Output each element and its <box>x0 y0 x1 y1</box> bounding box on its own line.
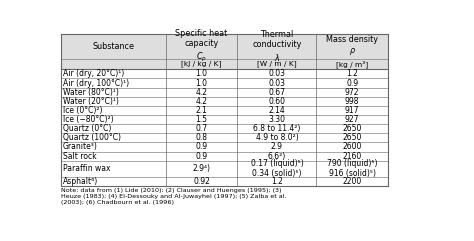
Text: 917: 917 <box>345 106 359 115</box>
Text: Specific heat
capacity
$C_p$: Specific heat capacity $C_p$ <box>175 29 228 64</box>
Text: Mass density
$\rho$: Mass density $\rho$ <box>326 35 378 57</box>
Text: 2650: 2650 <box>343 124 362 133</box>
Text: Water (20°C)¹): Water (20°C)¹) <box>63 97 118 106</box>
Text: [kJ / kg / K]: [kJ / kg / K] <box>182 61 222 67</box>
Text: [W / m / K]: [W / m / K] <box>257 61 297 67</box>
Text: Note: data from (1) Lide (2010); (2) Clauser and Huenges (1995); (3)
Heuze (1983: Note: data from (1) Lide (2010); (2) Cla… <box>61 187 287 205</box>
Text: 998: 998 <box>345 97 359 106</box>
Text: 790 (liquid)⁵)
916 (solid)⁵): 790 (liquid)⁵) 916 (solid)⁵) <box>327 159 377 178</box>
Text: 4.2: 4.2 <box>196 97 208 106</box>
Text: Air (dry, 100°C)¹): Air (dry, 100°C)¹) <box>63 79 128 87</box>
Text: 0.9: 0.9 <box>346 79 358 87</box>
Text: Paraffin wax: Paraffin wax <box>63 164 110 173</box>
Text: 4.9 to 8.0²): 4.9 to 8.0²) <box>255 133 298 142</box>
Text: 6.6²): 6.6²) <box>268 152 286 161</box>
Text: 2.9: 2.9 <box>271 142 283 151</box>
Text: Thermal
conductivity
$\lambda$: Thermal conductivity $\lambda$ <box>252 30 301 63</box>
Text: Water (80°C)¹): Water (80°C)¹) <box>63 88 118 97</box>
Text: Granite³): Granite³) <box>63 142 98 151</box>
Text: Ice (−80°C)²): Ice (−80°C)²) <box>63 115 113 124</box>
Text: Quartz (0°C): Quartz (0°C) <box>63 124 111 133</box>
Text: 972: 972 <box>345 88 359 97</box>
Text: 0.9: 0.9 <box>196 142 208 151</box>
Text: 1.0: 1.0 <box>196 79 208 87</box>
Text: 1.2: 1.2 <box>346 69 358 78</box>
Text: 1.2: 1.2 <box>271 177 283 186</box>
Text: Salt rock: Salt rock <box>63 152 96 161</box>
Text: 3.30: 3.30 <box>268 115 285 124</box>
Text: 4.2: 4.2 <box>196 88 208 97</box>
Text: 0.92: 0.92 <box>193 177 210 186</box>
Text: Quartz (100°C): Quartz (100°C) <box>63 133 120 142</box>
Text: 0.03: 0.03 <box>268 69 285 78</box>
Text: 927: 927 <box>345 115 359 124</box>
Text: 6.8 to 11.4²): 6.8 to 11.4²) <box>253 124 301 133</box>
Text: 0.9: 0.9 <box>196 152 208 161</box>
Text: 0.03: 0.03 <box>268 79 285 87</box>
Text: [kg / m³]: [kg / m³] <box>336 60 368 68</box>
Text: 0.8: 0.8 <box>196 133 208 142</box>
Text: 0.60: 0.60 <box>268 97 285 106</box>
Text: Asphalt⁶): Asphalt⁶) <box>63 177 98 186</box>
Text: 0.7: 0.7 <box>196 124 208 133</box>
Text: 1.0: 1.0 <box>196 69 208 78</box>
Text: 2650: 2650 <box>343 133 362 142</box>
Text: 0.67: 0.67 <box>268 88 285 97</box>
Text: Substance: Substance <box>92 42 135 51</box>
Text: 2.14: 2.14 <box>269 106 285 115</box>
Text: Ice (0°C)²): Ice (0°C)²) <box>63 106 102 115</box>
Text: 2600: 2600 <box>343 142 362 151</box>
Text: 2.9⁴): 2.9⁴) <box>192 164 210 173</box>
Text: 0.17 (liquid)⁵)
0.34 (solid)⁵): 0.17 (liquid)⁵) 0.34 (solid)⁵) <box>251 159 303 178</box>
Text: 2200: 2200 <box>343 177 362 186</box>
Text: 2160: 2160 <box>343 152 362 161</box>
Bar <box>61 33 388 69</box>
Text: 2.1: 2.1 <box>196 106 208 115</box>
Text: 1.5: 1.5 <box>196 115 208 124</box>
Text: Air (dry, 20°C)¹): Air (dry, 20°C)¹) <box>63 69 124 78</box>
